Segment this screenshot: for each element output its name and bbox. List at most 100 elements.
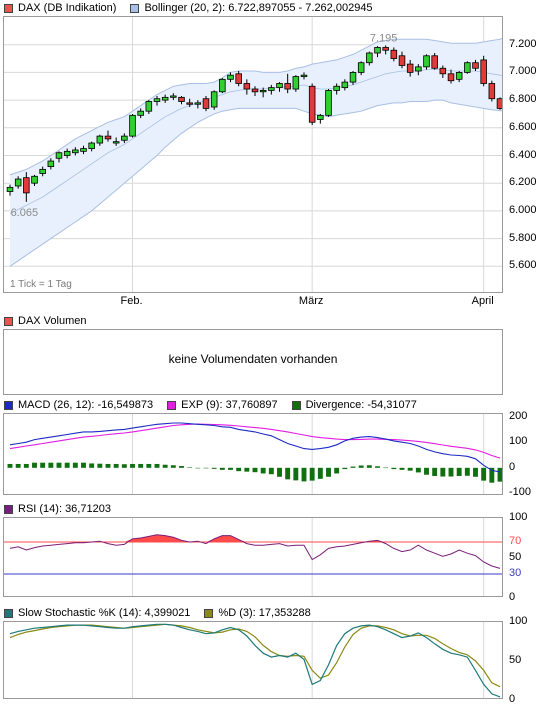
rsi-line [9, 534, 501, 569]
divergence-bar [456, 467, 462, 477]
divergence-bar [317, 467, 323, 479]
price-legend: DAX (DB Indikation) Bollinger (20, 2): 6… [0, 0, 383, 16]
divergence-bar [187, 467, 193, 468]
divergence-bar [179, 466, 184, 468]
divergence-bar [407, 467, 413, 471]
divergence-bar [219, 467, 225, 470]
divergence-bar [366, 465, 372, 468]
candle-down [23, 177, 30, 194]
candle-up [14, 178, 22, 187]
candle-up [455, 72, 463, 80]
candle-down [398, 55, 406, 66]
divergence-bar [293, 467, 299, 481]
divergence-bar [326, 467, 331, 477]
candle-up [80, 148, 87, 152]
candle-down [447, 73, 455, 82]
candle-down [496, 98, 502, 109]
volume-legend: DAX Volumen [0, 313, 96, 329]
rsi-label: RSI (14): 36,71203 [18, 503, 111, 515]
legend-divergence: Divergence: -54,31077 [288, 399, 417, 411]
y-tick-label: 30 [509, 567, 522, 579]
volume-label: DAX Volumen [18, 315, 87, 327]
y-tick-label: 7.200 [509, 37, 537, 50]
sto-d-swatch [204, 608, 214, 618]
candle-up [47, 160, 55, 167]
candle-down [104, 135, 112, 140]
divergence-bar [481, 467, 487, 481]
y-tick-label: 6.600 [509, 120, 537, 133]
y-tick-label: 0 [509, 460, 516, 473]
candle-down [406, 63, 414, 73]
no-volume-message: keine Volumendaten vorhanden [168, 352, 338, 366]
legend-macd: MACD (26, 12): -16,549873 [0, 399, 153, 411]
stochastic-chart-svg [9, 622, 501, 698]
candle-up [170, 95, 177, 98]
candle-up [39, 168, 46, 174]
divergence-bar [23, 463, 29, 468]
sto-d-label: %D (3): 17,353288 [218, 607, 311, 619]
candle-up [161, 96, 169, 101]
candle-up [349, 72, 357, 83]
candle-down [235, 73, 242, 84]
divergence-bar [358, 465, 364, 468]
divergence-bar [440, 467, 446, 477]
candle-up [112, 141, 120, 144]
stochastic-chart[interactable] [3, 621, 503, 699]
divergence-label: Divergence: -54,31077 [305, 399, 417, 411]
candle-up [129, 114, 136, 137]
divergence-bar [432, 467, 438, 477]
divergence-bar [56, 462, 62, 468]
candle-up [6, 186, 14, 192]
divergence-bar [81, 462, 86, 468]
macd-legend: MACD (26, 12): -16,549873 EXP (9): 37,76… [0, 397, 427, 413]
rsi-overbought-fill [10, 534, 500, 542]
divergence-bar [170, 465, 176, 468]
divergence-bar [375, 466, 380, 468]
candle-up [268, 87, 275, 91]
exp-label: EXP (9): 37,760897 [181, 399, 278, 411]
divergence-bar [415, 467, 421, 473]
candle-up [333, 85, 340, 91]
high-annotation: 7.195 [370, 32, 398, 44]
candle-up [415, 66, 422, 72]
candle-up [153, 98, 161, 102]
macd-swatch [4, 400, 13, 410]
candle-up [72, 149, 79, 154]
divergence-bar [399, 467, 405, 470]
candle-up [121, 135, 128, 141]
divergence-bar [113, 463, 119, 468]
legend-price-series: DAX (DB Indikation) [0, 2, 116, 14]
rsi-chart[interactable] [3, 517, 503, 597]
legend-bollinger: Bollinger (20, 2): 6.722,897055 - 7.262,… [126, 2, 373, 14]
y-tick-label: 5.800 [509, 231, 537, 244]
exp-line [9, 423, 501, 459]
divergence-bar [285, 467, 291, 480]
candle-down [284, 83, 291, 90]
candle-down [186, 102, 193, 105]
divergence-bar [48, 462, 54, 468]
legend-exp: EXP (9): 37,760897 [163, 399, 278, 411]
rsi-chart-svg [4, 518, 502, 596]
y-tick-label: 6.800 [509, 93, 537, 106]
candle-up [423, 55, 430, 68]
macd-chart[interactable] [3, 413, 503, 495]
candle-down [178, 96, 185, 102]
x-tick-label: März [298, 295, 324, 307]
price-chart[interactable]: 6.065 7.195 1 Tick = 1 Tag [3, 16, 503, 293]
candle-down [431, 55, 438, 69]
divergence-bar [146, 463, 152, 468]
candle-up [63, 150, 71, 156]
candle-up [55, 152, 63, 159]
divergence-bar [268, 467, 274, 475]
candle-up [96, 135, 104, 144]
stochastic-legend: Slow Stochastic %K (14): 4,399021 %D (3)… [0, 605, 321, 621]
candle-up [194, 102, 202, 105]
divergence-bar [121, 464, 127, 468]
divergence-bar [162, 464, 168, 468]
bollinger-lower-line [9, 99, 502, 267]
bollinger-label: Bollinger (20, 2): 6.722,897055 - 7.262,… [144, 2, 373, 14]
sto-k-line [9, 623, 501, 698]
y-tick-label: 0 [509, 591, 516, 603]
sto-d-line [9, 623, 501, 688]
divergence-bar [260, 467, 266, 474]
